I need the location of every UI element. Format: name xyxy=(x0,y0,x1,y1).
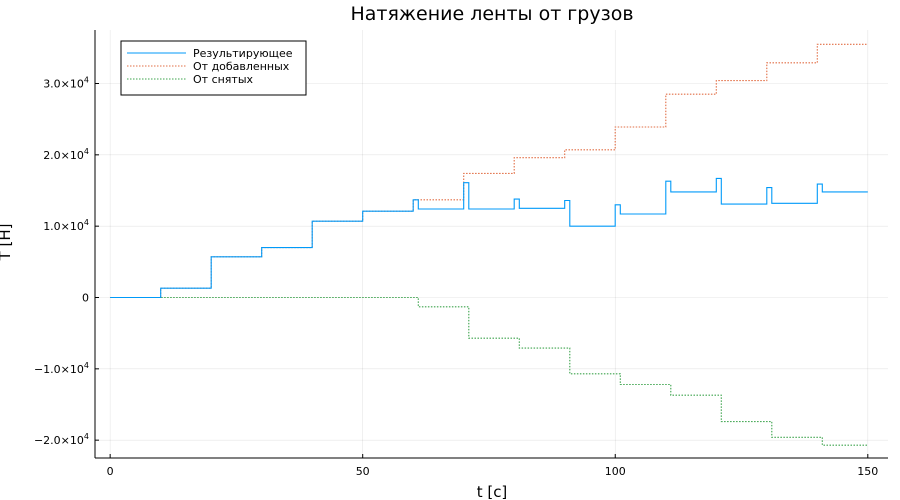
y-tick-label: −2.0×104 xyxy=(34,432,89,447)
legend-label-3: От снятых xyxy=(193,73,254,86)
grid xyxy=(95,30,888,458)
x-tick-label: 100 xyxy=(605,465,626,478)
y-tick-label: −1.0×104 xyxy=(34,361,89,376)
x-tick-label: 50 xyxy=(356,465,370,478)
x-axis-label: t [c] xyxy=(477,483,508,500)
legend-label-2: От добавленных xyxy=(193,60,290,73)
y-axis-label: T [Н] xyxy=(0,224,14,262)
x-tick-labels: 0 50 100 150 xyxy=(107,454,878,478)
y-tick-label: 2.0×104 xyxy=(43,147,89,162)
y-tick-labels: −2.0×104 −1.0×104 0 1.0×104 2.0×104 3.0×104 xyxy=(34,76,99,447)
series-line-3 xyxy=(110,296,868,446)
x-tick-label: 150 xyxy=(857,465,878,478)
y-tick-label: 3.0×104 xyxy=(43,76,89,91)
x-tick-label: 0 xyxy=(107,465,114,478)
axes xyxy=(94,30,888,459)
legend-label-1: Результирующее xyxy=(193,47,293,60)
series-lines xyxy=(110,43,868,446)
series-line-1 xyxy=(110,177,868,299)
legend-box xyxy=(120,40,307,96)
y-tick-label: 0 xyxy=(82,292,89,305)
chart-title: Натяжение ленты от грузов xyxy=(350,3,633,25)
y-tick-label: 1.0×104 xyxy=(43,218,89,233)
